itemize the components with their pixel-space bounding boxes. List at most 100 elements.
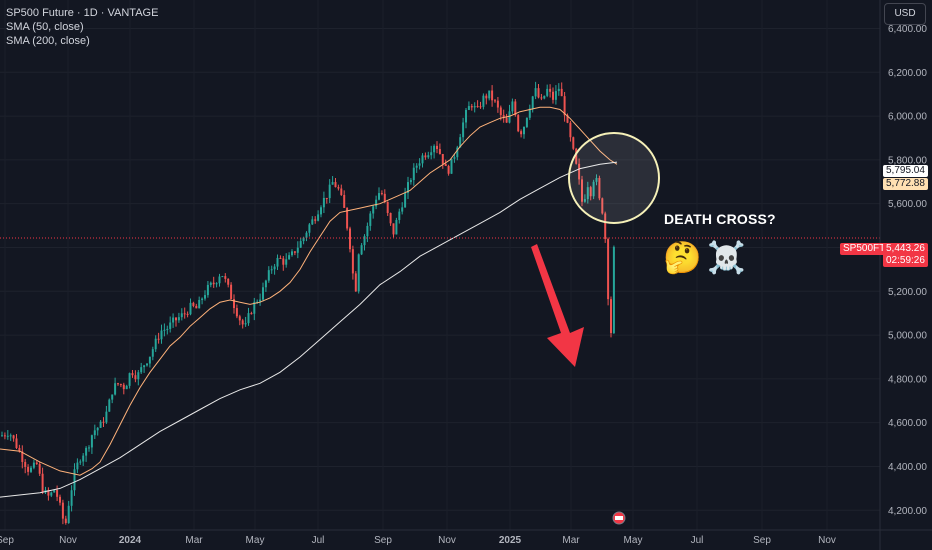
candle	[375, 195, 378, 210]
candle	[491, 85, 494, 107]
x-tick-label: Mar	[185, 535, 203, 546]
candle	[177, 312, 180, 323]
candle	[401, 202, 404, 215]
candle	[114, 377, 117, 396]
candle	[349, 226, 351, 253]
candle	[9, 433, 12, 441]
candle	[366, 222, 369, 243]
candle	[24, 459, 27, 474]
candle	[169, 316, 172, 333]
candle	[505, 113, 508, 123]
x-tick-label: Sep	[374, 535, 392, 546]
candle	[583, 194, 586, 203]
candle	[543, 95, 546, 100]
legend-sma200[interactable]: SMA (200, close)	[6, 35, 90, 47]
candle	[462, 117, 465, 142]
candle	[299, 237, 302, 248]
x-tick-label: May	[246, 535, 265, 546]
candle	[549, 84, 552, 98]
candle	[372, 204, 375, 219]
candle	[227, 278, 230, 288]
y-tick-label: 6,400.00	[888, 24, 927, 35]
candle	[175, 317, 177, 327]
legend-sma50[interactable]: SMA (50, close)	[6, 21, 84, 33]
candle	[221, 275, 224, 278]
candle	[82, 453, 85, 467]
candle	[351, 245, 354, 280]
candle	[441, 153, 444, 169]
candle	[415, 163, 418, 173]
candle	[146, 363, 148, 367]
candle	[523, 126, 525, 139]
candle	[427, 151, 430, 159]
candle	[88, 445, 90, 452]
candle	[389, 212, 392, 226]
candle	[96, 427, 99, 436]
candle	[273, 263, 276, 275]
candle	[105, 405, 108, 424]
candle	[99, 419, 102, 429]
x-tick-label: Mar	[562, 535, 580, 546]
candle	[111, 394, 114, 404]
candle	[61, 499, 64, 525]
highlight-circle	[568, 132, 660, 224]
time-axis-marker-icon	[612, 511, 626, 525]
candle	[560, 82, 563, 97]
candle	[41, 467, 44, 495]
candle	[418, 158, 421, 170]
candle	[598, 175, 601, 201]
candle	[433, 144, 436, 159]
candle	[473, 102, 476, 113]
candle	[209, 281, 212, 288]
y-tick-label: 5,600.00	[888, 199, 927, 210]
candle	[47, 487, 50, 501]
candle	[601, 197, 604, 215]
candle	[253, 297, 256, 321]
candle	[424, 152, 427, 160]
candle	[21, 445, 24, 469]
legend-symbol[interactable]: SP500 Future · 1D · VANTAGE	[6, 7, 159, 19]
currency-button[interactable]: USD	[884, 3, 926, 25]
candle	[50, 491, 53, 498]
candle	[569, 120, 572, 142]
candle	[325, 197, 328, 204]
x-tick-label: Jul	[312, 535, 325, 546]
candle	[241, 318, 244, 329]
candle	[102, 417, 105, 428]
candlestick-series	[1, 81, 615, 525]
candle	[456, 145, 459, 161]
bar-countdown-tag: 02:59:26	[883, 255, 928, 267]
candle	[511, 98, 514, 114]
candle	[470, 103, 473, 111]
candle	[157, 332, 160, 344]
x-tick-label: Nov	[818, 535, 836, 546]
candle	[398, 208, 401, 224]
candle	[334, 177, 337, 188]
y-tick-label: 4,200.00	[888, 506, 927, 517]
candle	[218, 273, 221, 287]
candle	[288, 252, 291, 260]
candle	[134, 370, 137, 383]
candle	[528, 104, 531, 120]
candle	[291, 249, 293, 257]
candle	[308, 222, 311, 237]
candle	[262, 282, 264, 302]
candle	[128, 372, 131, 389]
candle	[172, 313, 175, 328]
time-axis: Sep Nov 2024 Mar May Jul Sep Nov 2025 Mar May Jul Se…	[0, 529, 932, 546]
candle	[447, 164, 450, 176]
candle	[166, 325, 169, 335]
candle	[230, 282, 233, 300]
x-tick-label: May	[624, 535, 643, 546]
candle	[183, 307, 186, 319]
candle	[557, 83, 560, 96]
candle	[343, 190, 346, 209]
candle	[160, 324, 163, 344]
candle	[244, 316, 247, 327]
last-price-tag: 5,443.26	[883, 243, 928, 255]
candle	[563, 91, 566, 122]
candle	[586, 181, 589, 204]
candle	[125, 384, 128, 390]
candle	[233, 294, 235, 314]
